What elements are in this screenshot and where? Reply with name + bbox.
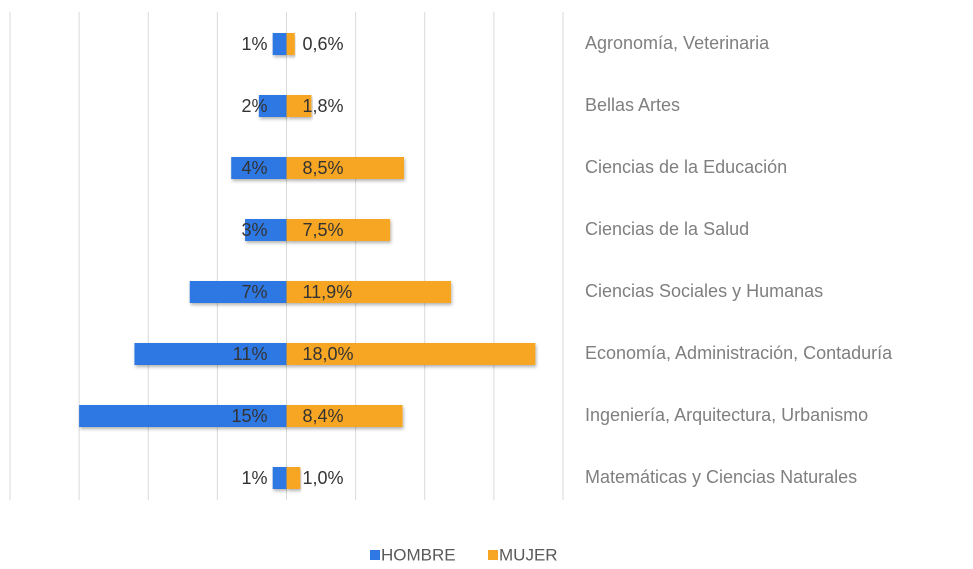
bar (286, 95, 312, 117)
bar (286, 343, 536, 365)
data-label: 0,6% (303, 34, 344, 54)
data-label: 3% (241, 220, 267, 240)
bar (134, 343, 287, 365)
legend-label: MUJER (499, 545, 558, 564)
legend-swatch (488, 550, 498, 560)
bar (189, 281, 287, 303)
legend-label: HOMBRE (381, 545, 456, 564)
data-label: 1% (241, 34, 267, 54)
category-label: Ciencias Sociales y Humanas (585, 281, 823, 301)
data-label: 11% (233, 344, 268, 364)
category-label: Ingeniería, Arquitectura, Urbanismo (585, 405, 868, 425)
data-label: 8,4% (303, 406, 344, 426)
data-label: 15% (231, 406, 267, 426)
bar (286, 281, 452, 303)
data-label: 1% (241, 468, 267, 488)
category-label: Bellas Artes (585, 95, 680, 115)
category-label: Ciencias de la Educación (585, 157, 787, 177)
bar (231, 157, 287, 179)
bar (245, 219, 287, 241)
bar (272, 33, 287, 55)
bar (286, 405, 403, 427)
legend-swatch (370, 550, 380, 560)
category-label: Ciencias de la Salud (585, 219, 749, 239)
data-label: 11,9% (303, 282, 353, 302)
data-label: 4% (241, 158, 267, 178)
data-label: 7% (241, 282, 267, 302)
data-label: 7,5% (303, 220, 344, 240)
category-label: Agronomía, Veterinaria (585, 33, 770, 53)
bar (286, 33, 295, 55)
category-label: Matemáticas y Ciencias Naturales (585, 467, 857, 487)
bar (79, 405, 287, 427)
data-label: 8,5% (303, 158, 344, 178)
data-label: 1,8% (303, 96, 344, 116)
bar (272, 467, 287, 489)
data-label: 18,0% (303, 344, 354, 364)
bar (286, 219, 391, 241)
bar (286, 467, 301, 489)
bar (286, 157, 405, 179)
data-label: 1,0% (303, 468, 344, 488)
bar (258, 95, 287, 117)
category-label: Economía, Administración, Contaduría (585, 343, 893, 363)
data-label: 2% (241, 96, 267, 116)
